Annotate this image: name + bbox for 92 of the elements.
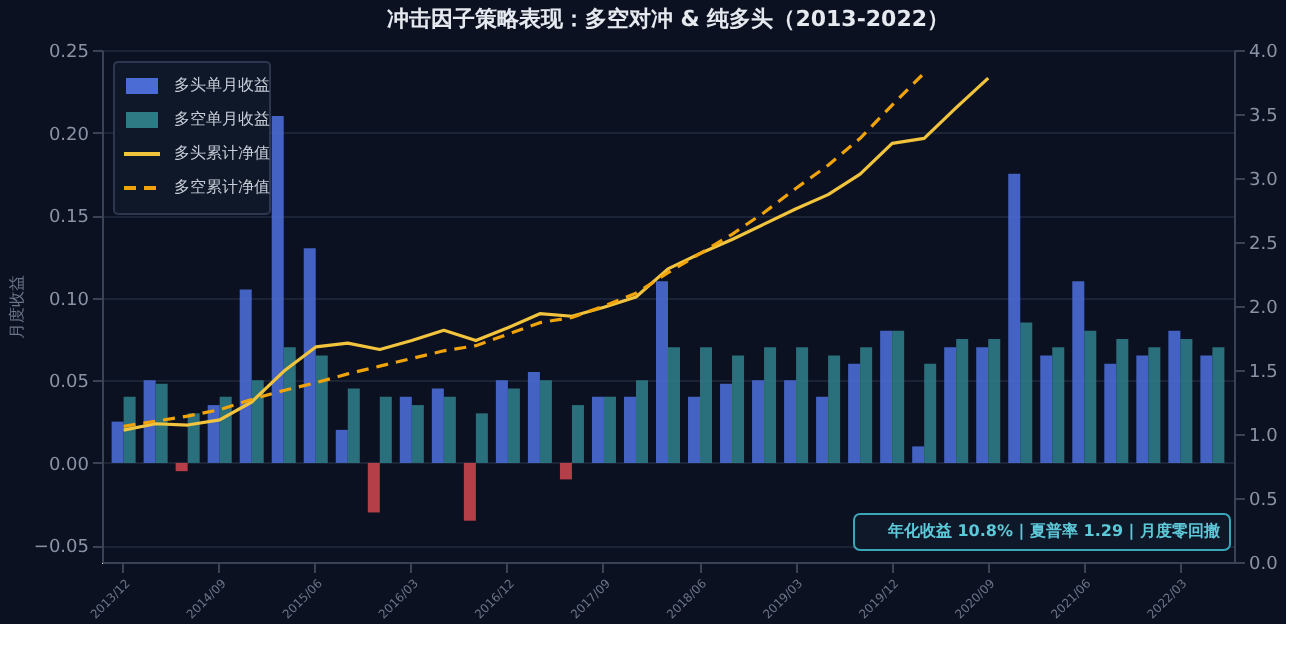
y2-tick-label: 1.0 [1249,427,1279,447]
bar [1020,322,1033,463]
bar [283,347,296,463]
bar [571,405,584,463]
bar [271,116,284,463]
y2-tick-label: 3.5 [1249,107,1278,127]
bar [828,355,841,463]
y2-tick-label: 2.0 [1249,299,1279,319]
bar [591,396,604,463]
bar [1180,339,1193,463]
bar [475,413,488,463]
bar [1084,330,1097,463]
bar [1148,347,1161,463]
bar [1136,355,1149,463]
bar [880,330,893,463]
bar [912,446,925,463]
y-tick-label: 0.05 [48,373,89,394]
bar [143,380,156,463]
bar [1212,347,1225,463]
bar [507,388,520,463]
bar [860,347,873,463]
bar [251,380,264,463]
bar [1008,173,1021,463]
bar [603,396,616,463]
y-tick-label: 0.10 [48,290,90,311]
bar [635,380,648,463]
chart-title: 冲击因子策略表现：多空对冲 & 纯多头（2013-2022） [386,6,950,32]
bar [848,363,861,463]
bar [463,462,476,521]
y2-tick-label: 0.5 [1249,491,1278,511]
bar [668,347,681,463]
bar [784,380,797,463]
bar [816,396,829,463]
bar [207,405,220,463]
annotation: 年化收益 10.8% | 夏普率 1.29 | 月度零回撤 [885,520,1220,540]
bar [175,462,188,472]
bar [956,339,969,463]
legend-label: 多头累计净值 [174,144,270,162]
bar [527,372,540,463]
bar [219,396,232,463]
bar [655,281,668,463]
bar [347,388,360,463]
bar [559,462,572,480]
bar [1052,347,1065,463]
bar [1040,355,1053,463]
y-tick-label: 0.00 [48,455,90,476]
legend-label: 多头单月收益 [174,76,270,94]
bar [367,462,380,513]
bar [335,429,348,463]
bar [688,396,701,463]
y-tick-label: 0.25 [48,43,89,63]
y-axis-title: 月度收益 [7,275,26,339]
y-tick-label: 0.15 [48,208,89,229]
bar [924,363,937,463]
bar [764,347,777,463]
bar [411,405,424,463]
bar [796,347,809,463]
bar [752,380,765,463]
bar [431,388,444,463]
y-tick-label: 0.20 [48,125,90,146]
bar [399,396,412,463]
bar [187,413,200,463]
bar [239,289,252,463]
y2-tick-label: 2.5 [1249,235,1278,255]
bar [623,396,636,463]
bar [720,383,733,463]
bar [315,355,328,463]
bar [732,355,745,463]
bar [1104,363,1117,463]
y2-tick-label: 0.0 [1249,555,1279,575]
legend-label: 多空单月收益 [174,110,270,128]
bar [976,347,989,463]
bar [379,396,392,463]
bar [944,347,957,463]
bar [700,347,713,463]
bar [1072,281,1085,463]
bar [443,396,456,463]
bar [1116,339,1129,463]
y2-tick-label: 4.0 [1249,43,1279,63]
bar [155,383,168,463]
y-tick-label: −0.05 [33,538,89,559]
bar [539,380,552,463]
y2-tick-label: 1.5 [1249,363,1278,383]
bar [1168,330,1181,463]
legend-label: 多空累计净值 [174,178,270,196]
bar [111,421,124,463]
bar [892,330,905,463]
bar [495,380,508,463]
y2-tick-label: 3.0 [1249,171,1279,191]
bar [1200,355,1213,463]
bar [303,248,316,463]
bar [988,339,1001,463]
